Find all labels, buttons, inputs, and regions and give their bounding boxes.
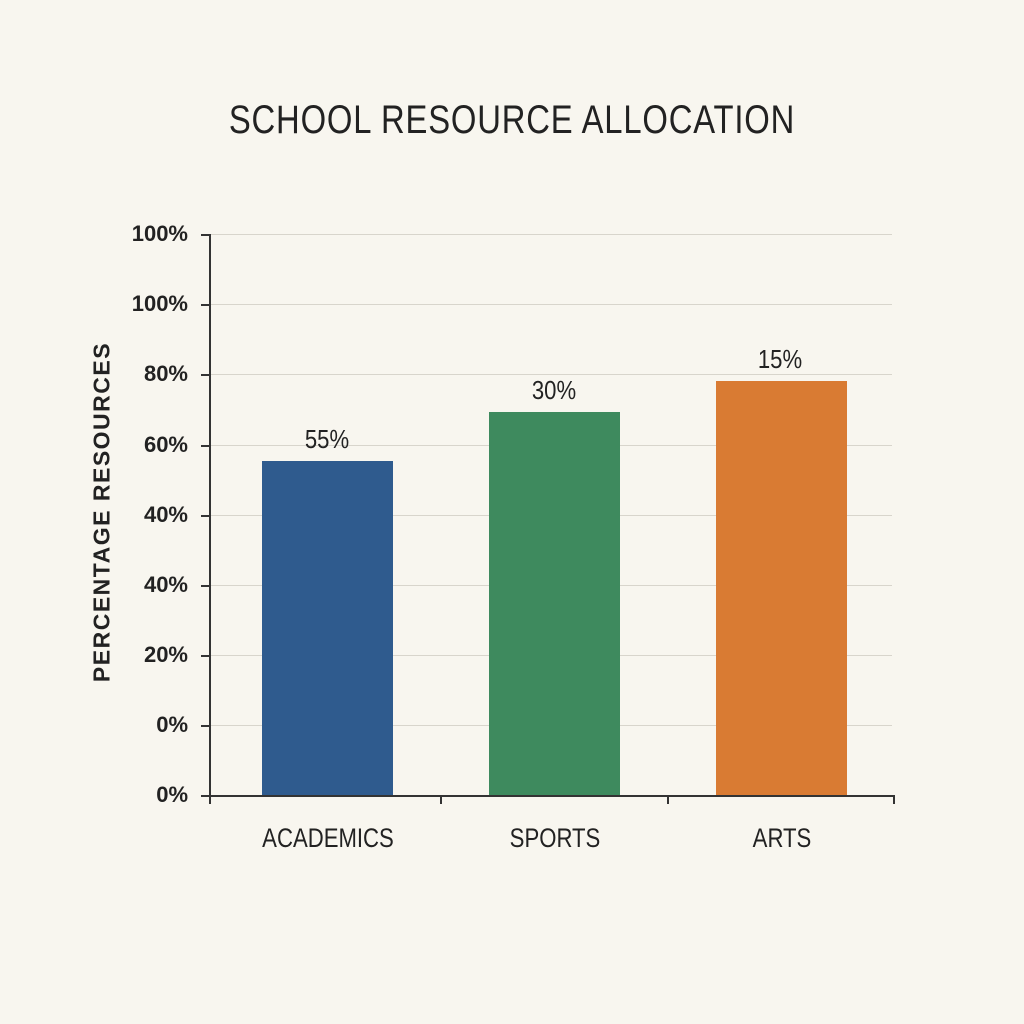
x-tick-mark [209,795,211,804]
bar-sports [489,412,620,796]
bar-value-label: 15% [757,344,803,374]
y-tick-mark [201,445,210,447]
x-tick-mark [440,795,442,804]
y-tick-mark [201,725,210,727]
bar-value-label: 55% [304,424,350,454]
bar-arts [716,381,847,796]
y-tick-label: 40% [143,502,188,527]
y-tick-mark [201,304,210,306]
x-tick-mark [667,795,669,804]
y-tick-label: 100% [131,221,188,246]
x-category-label: SPORTS [509,823,601,853]
y-tick-mark [201,795,210,797]
x-axis [209,795,895,797]
y-tick-label: 80% [143,361,188,386]
y-tick-label: 60% [143,432,188,457]
x-tick-mark [893,795,895,804]
gridline [210,234,892,235]
bar-value-label: 30% [531,375,577,405]
y-tick-mark [201,234,210,236]
y-tick-label: 20% [143,642,188,667]
x-category-label: ACADEMICS [262,823,394,853]
y-tick-label: 0% [156,782,188,807]
y-tick-label: 0% [156,712,188,737]
y-axis-label: PERCENTAGE RESOURCES [88,341,115,683]
y-tick-mark [201,655,210,657]
y-tick-label: 100% [131,291,188,316]
y-tick-mark [201,374,210,376]
gridline [210,374,892,375]
y-tick-mark [201,585,210,587]
y-axis [209,234,211,803]
x-category-label: ARTS [752,823,812,853]
gridline [210,304,892,305]
bar-academics [262,461,393,796]
y-tick-label: 40% [143,572,188,597]
chart-title: SCHOOL RESOURCE ALLOCATION [228,98,796,142]
y-tick-mark [201,515,210,517]
